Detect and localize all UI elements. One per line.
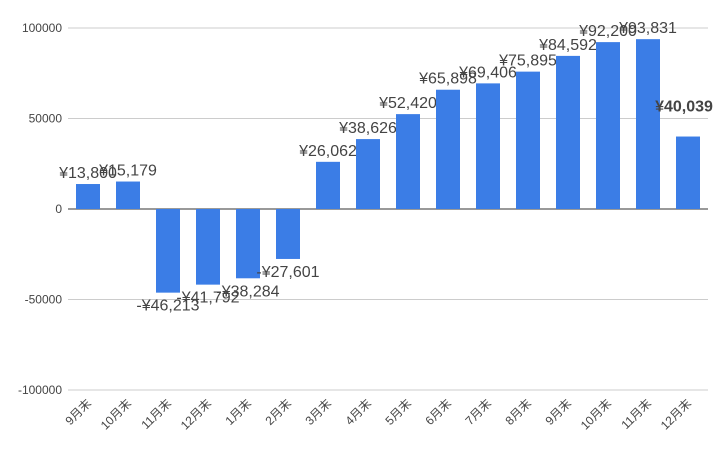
value-label: ¥13,800 [58,165,117,182]
y-tick-label: 50000 [29,112,63,126]
value-label: ¥93,831 [618,20,677,37]
x-tick-label: 5月末 [383,396,415,428]
x-tick-label: 7月末 [463,396,495,428]
bar [556,55,580,209]
value-label: -¥38,284 [216,283,279,300]
value-label: -¥27,601 [256,264,319,281]
bar [436,89,460,209]
x-tick-label: 10月末 [578,396,614,432]
value-label: ¥38,626 [338,120,397,137]
bar [676,136,700,209]
bar [636,39,660,209]
y-tick-label: 0 [55,202,62,216]
bar [116,181,140,209]
bar [516,71,540,209]
y-tick-label: -100000 [18,383,62,397]
value-label: ¥52,420 [378,95,437,112]
x-tick-label: 11月末 [138,396,174,432]
y-tick-label: -50000 [25,293,63,307]
x-tick-label: 11月末 [618,396,654,432]
bar [316,161,340,209]
x-tick-label: 1月末 [223,396,255,428]
x-tick-label: 12月末 [658,396,694,432]
x-tick-label: 3月末 [303,396,335,428]
value-label: ¥75,895 [498,53,557,70]
bar [476,83,500,209]
x-tick-label: 4月末 [343,396,375,428]
bar [196,209,220,285]
x-tick-label: 2月末 [263,396,295,428]
value-label: -¥41,792 [176,290,239,307]
x-tick-label: 8月末 [503,396,535,428]
bar [276,209,300,259]
y-tick-label: 100000 [22,21,62,35]
bar [396,114,420,209]
value-label: ¥84,592 [538,37,597,54]
value-label: ¥65,898 [418,71,477,88]
bar [236,209,260,279]
bar [356,139,380,209]
value-label: ¥26,062 [298,143,357,160]
bar [76,184,100,209]
x-tick-label: 6月末 [423,396,455,428]
value-label: ¥15,179 [98,163,157,180]
x-tick-label: 12月末 [178,396,214,432]
value-label: -¥46,213 [136,298,199,315]
x-tick-label: 9月末 [63,396,95,428]
value-label: ¥69,406 [458,64,517,81]
x-tick-label: 9月末 [543,396,575,428]
value-label: ¥92,200 [578,23,637,40]
bar [596,42,620,210]
x-tick-label: 10月末 [98,396,134,432]
value-label: ¥40,039 [655,99,713,116]
bar [156,209,180,293]
